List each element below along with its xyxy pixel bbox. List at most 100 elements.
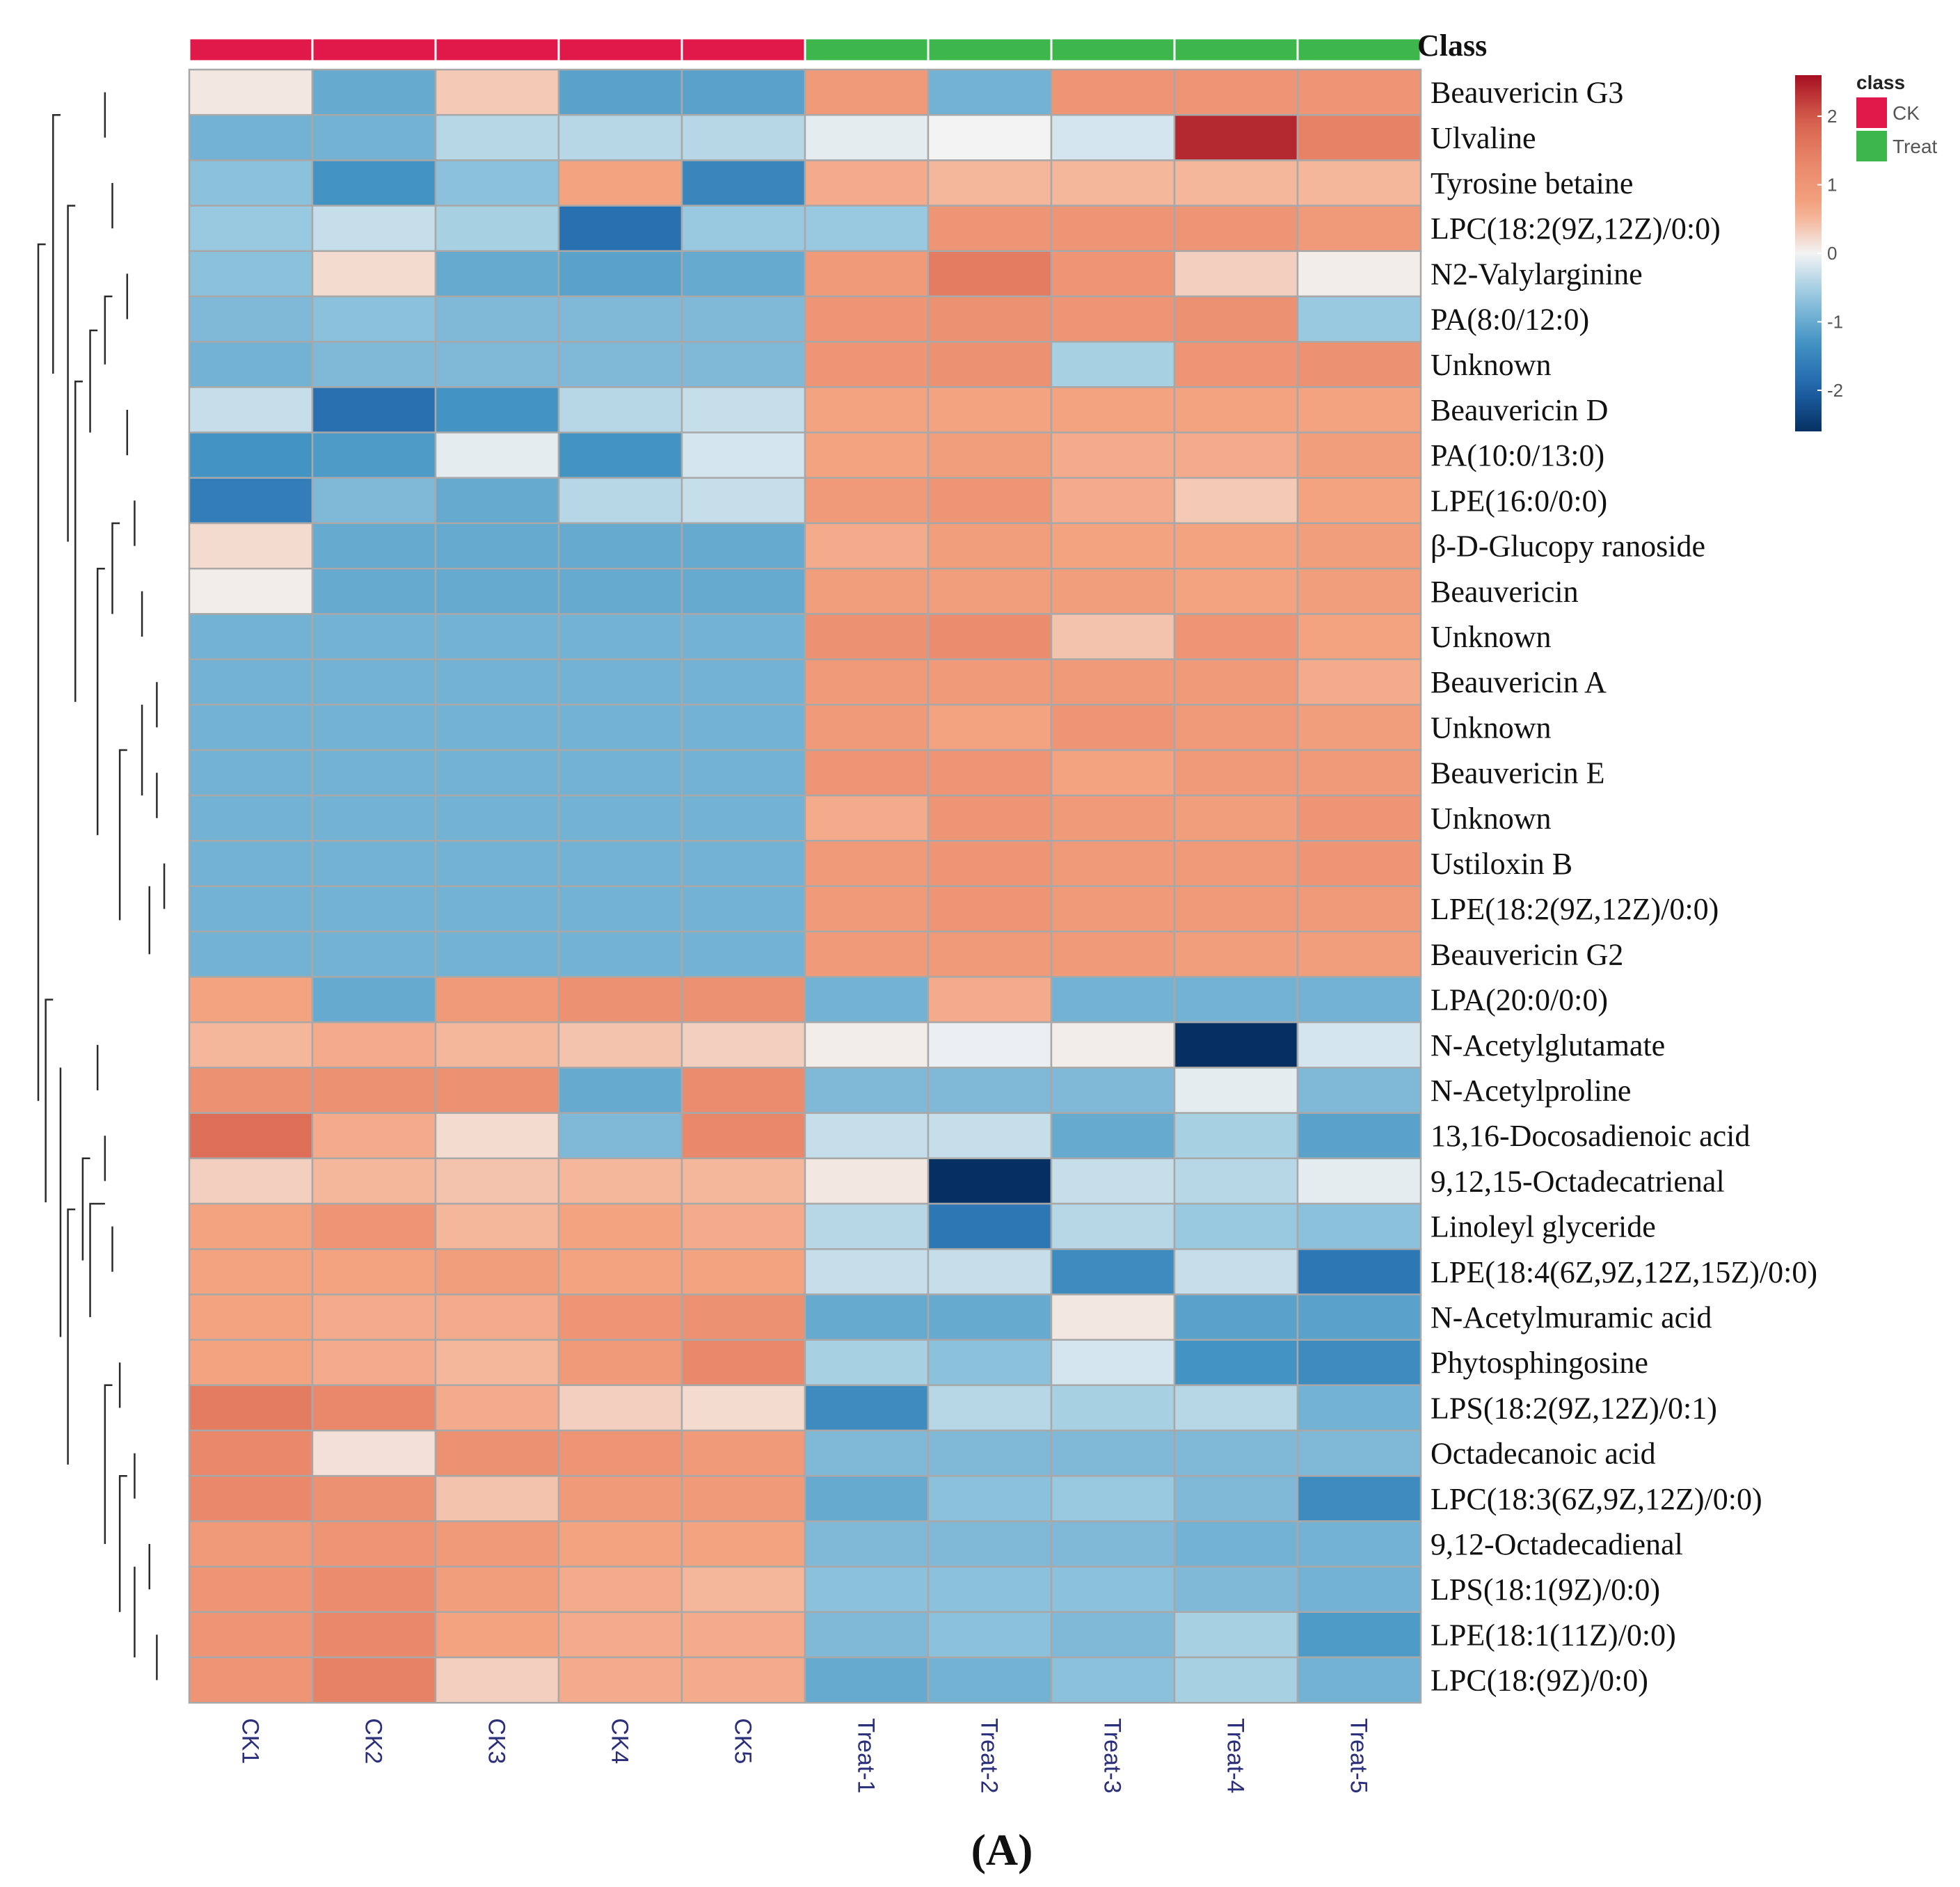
heatmap-cell — [311, 840, 437, 887]
heatmap-cell — [1296, 1339, 1422, 1387]
row-label: Beauvericin A — [1431, 665, 1607, 699]
heatmap-cell — [680, 340, 806, 388]
heatmap-cell — [557, 1384, 683, 1432]
heatmap-cell — [1296, 749, 1422, 797]
colorbar-tick-label: 1 — [1827, 175, 1837, 196]
heatmap-cell — [927, 567, 1053, 615]
column-label: Treat-3 — [1099, 1718, 1126, 1793]
heatmap-cell — [1050, 1112, 1176, 1160]
heatmap-cell — [1296, 1611, 1422, 1659]
heatmap-cell — [680, 1384, 806, 1432]
heatmap-cell — [1296, 68, 1422, 116]
dendrogram-link — [104, 1384, 113, 1544]
heatmap-cell — [1173, 658, 1299, 706]
heatmap-cell — [188, 1021, 314, 1069]
row-label: LPC(18:3(6Z,9Z,12Z)/0:0) — [1431, 1482, 1762, 1516]
heatmap-cell — [557, 1067, 683, 1114]
colorbar-tick-label: -1 — [1827, 311, 1843, 332]
heatmap-cell — [927, 159, 1053, 207]
heatmap-cell — [1296, 1202, 1422, 1250]
heatmap-cell — [1296, 1520, 1422, 1568]
legend-label: Treat — [1893, 136, 1938, 157]
heatmap-cell — [311, 930, 437, 978]
heatmap-cell — [434, 976, 560, 1024]
heatmap-cell — [1050, 1566, 1176, 1614]
heatmap-cell — [1050, 250, 1176, 298]
heatmap-cell — [311, 1248, 437, 1296]
heatmap-cell — [680, 522, 806, 570]
heatmap-cell — [557, 250, 683, 298]
heatmap-cell — [311, 250, 437, 298]
class-annotation-cell — [680, 37, 806, 63]
row-label: LPE(18:1(11Z)/0:0) — [1431, 1618, 1676, 1652]
heatmap-cell — [311, 1021, 437, 1069]
heatmap-cell — [1173, 1157, 1299, 1205]
heatmap-cell — [188, 1384, 314, 1432]
heatmap-cell — [434, 1248, 560, 1296]
heatmap-cell — [680, 386, 806, 433]
heatmap-cell — [804, 567, 930, 615]
heatmap-cell — [1173, 295, 1299, 343]
heatmap-cell — [1050, 522, 1176, 570]
heatmap-cell — [680, 885, 806, 933]
row-label: Beauvericin — [1431, 575, 1579, 609]
heatmap-cell — [557, 1293, 683, 1341]
heatmap-cell — [311, 1520, 437, 1568]
heatmap-cell — [1050, 1429, 1176, 1477]
heatmap-cell — [1050, 1157, 1176, 1205]
heatmap-cell — [680, 1429, 806, 1477]
heatmap-cell — [680, 1067, 806, 1114]
heatmap-cell — [1296, 613, 1422, 660]
heatmap-cell — [680, 613, 806, 660]
heatmap-cell — [927, 1611, 1053, 1659]
heatmap-cell — [434, 113, 560, 161]
heatmap-cell — [680, 658, 806, 706]
heatmap-cell — [1050, 386, 1176, 433]
heatmap-cell — [1173, 567, 1299, 615]
heatmap-cell — [927, 295, 1053, 343]
heatmap-cell — [1296, 522, 1422, 570]
heatmap-cell — [1296, 113, 1422, 161]
row-label: N-Acetylmuramic acid — [1431, 1300, 1712, 1335]
heatmap-cell — [434, 250, 560, 298]
heatmap-cell — [1296, 703, 1422, 751]
heatmap-cell — [434, 1656, 560, 1704]
heatmap-cell — [1296, 205, 1422, 253]
dendrogram-link — [67, 1208, 76, 1465]
heatmap-cell — [804, 1656, 930, 1704]
heatmap-cell — [557, 477, 683, 525]
heatmap-cell — [557, 613, 683, 660]
row-label: Beauvericin G2 — [1431, 937, 1623, 971]
heatmap-cell — [1050, 976, 1176, 1024]
heatmap-cell — [680, 1293, 806, 1341]
heatmap-cell — [680, 250, 806, 298]
heatmap-cell — [557, 1474, 683, 1522]
heatmap-cell — [311, 431, 437, 479]
row-label: Beauvericin G3 — [1431, 76, 1623, 110]
heatmap-cell — [804, 840, 930, 887]
heatmap-cell — [927, 522, 1053, 570]
heatmap-cells — [188, 68, 1422, 1704]
heatmap-cell — [804, 885, 930, 933]
heatmap-cell — [804, 1157, 930, 1205]
heatmap-cell — [1173, 1112, 1299, 1160]
heatmap-cell — [311, 1067, 437, 1114]
heatmap-cell — [434, 1339, 560, 1387]
heatmap-cell — [1050, 1248, 1176, 1296]
heatmap-cell — [1173, 1021, 1299, 1069]
heatmap-cell — [434, 295, 560, 343]
row-label: PA(8:0/12:0) — [1431, 303, 1589, 337]
heatmap-cell — [1173, 1429, 1299, 1477]
dendrogram-link — [37, 243, 46, 1101]
heatmap-cell — [1050, 567, 1176, 615]
colorbar-tick-label: 0 — [1827, 243, 1837, 264]
heatmap-cell — [557, 1157, 683, 1205]
heatmap-cell — [311, 567, 437, 615]
heatmap-cell — [1173, 1339, 1299, 1387]
column-label: Treat-4 — [1222, 1718, 1249, 1793]
heatmap-cell — [557, 295, 683, 343]
row-dendrogram — [37, 92, 166, 1680]
heatmap-cell — [557, 1248, 683, 1296]
heatmap-cell — [311, 703, 437, 751]
heatmap-cell — [1296, 1474, 1422, 1522]
